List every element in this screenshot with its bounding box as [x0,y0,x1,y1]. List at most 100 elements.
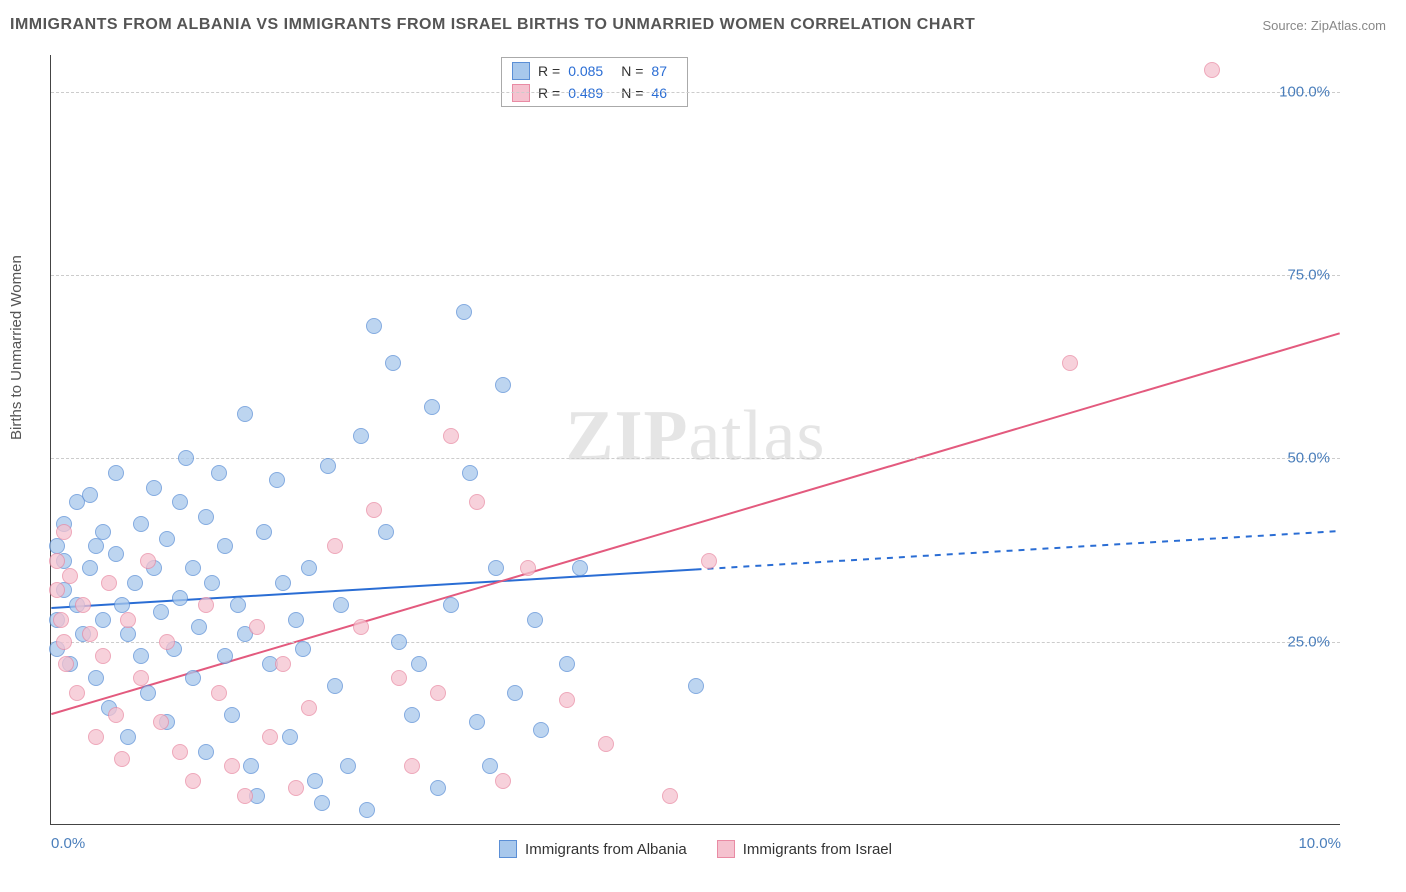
scatter-point [56,634,72,650]
scatter-point [159,634,175,650]
scatter-point [385,355,401,371]
scatter-point [120,626,136,642]
scatter-point [140,685,156,701]
scatter-point [108,465,124,481]
scatter-point [366,502,382,518]
scatter-point [320,458,336,474]
scatter-point [507,685,523,701]
scatter-point [404,707,420,723]
scatter-point [404,758,420,774]
scatter-point [211,465,227,481]
scatter-point [108,707,124,723]
scatter-point [353,619,369,635]
watermark: ZIPatlas [566,394,826,477]
scatter-point [58,656,74,672]
scatter-point [469,714,485,730]
scatter-point [82,560,98,576]
scatter-point [53,612,69,628]
scatter-point [288,780,304,796]
gridline [51,92,1340,93]
scatter-point [49,582,65,598]
source-label: Source: ZipAtlas.com [1262,18,1386,33]
legend-n-value-albania: 87 [651,63,667,79]
scatter-point [114,597,130,613]
legend-row-israel: R = 0.489 N = 46 [502,82,687,104]
legend-item-albania: Immigrants from Albania [499,840,687,858]
scatter-point [1062,355,1078,371]
scatter-point [159,531,175,547]
watermark-light: atlas [689,395,826,475]
scatter-point [443,597,459,613]
scatter-point [662,788,678,804]
scatter-point [366,318,382,334]
scatter-point [172,744,188,760]
scatter-point [430,780,446,796]
scatter-point [301,700,317,716]
trend-line-dashed [696,531,1340,569]
y-tick-label: 50.0% [1287,450,1330,467]
scatter-point [140,553,156,569]
scatter-point [520,560,536,576]
trend-lines [51,55,1340,824]
scatter-point [688,678,704,694]
scatter-point [411,656,427,672]
scatter-point [114,751,130,767]
scatter-point [391,670,407,686]
legend-n-label: N = [621,63,643,79]
scatter-point [101,575,117,591]
scatter-point [249,619,265,635]
scatter-point [185,670,201,686]
swatch-albania [512,62,530,80]
scatter-point [378,524,394,540]
scatter-point [353,428,369,444]
scatter-point [75,597,91,613]
scatter-point [153,604,169,620]
scatter-point [172,494,188,510]
scatter-point [430,685,446,701]
scatter-point [49,553,65,569]
swatch-israel [717,840,735,858]
scatter-point [95,612,111,628]
scatter-point [559,656,575,672]
scatter-point [217,538,233,554]
plot-area: ZIPatlas R = 0.085 N = 87 R = 0.489 N = … [50,55,1340,825]
scatter-point [69,685,85,701]
scatter-point [211,685,227,701]
scatter-point [185,773,201,789]
scatter-point [282,729,298,745]
scatter-point [204,575,220,591]
scatter-point [178,450,194,466]
scatter-point [217,648,233,664]
scatter-point [133,648,149,664]
gridline [51,275,1340,276]
legend-r-value-albania: 0.085 [568,63,603,79]
scatter-point [172,590,188,606]
scatter-point [391,634,407,650]
scatter-point [256,524,272,540]
watermark-bold: ZIP [566,395,689,475]
scatter-point [237,788,253,804]
scatter-point [269,472,285,488]
series-name-israel: Immigrants from Israel [743,841,892,858]
scatter-point [275,575,291,591]
scatter-point [469,494,485,510]
scatter-point [62,568,78,584]
scatter-point [424,399,440,415]
scatter-point [153,714,169,730]
scatter-point [82,487,98,503]
scatter-point [359,802,375,818]
scatter-point [301,560,317,576]
legend-r-label: R = [538,63,560,79]
legend-correlation: R = 0.085 N = 87 R = 0.489 N = 46 [501,57,688,107]
scatter-point [108,546,124,562]
y-axis-label: Births to Unmarried Women [8,255,25,440]
scatter-point [191,619,207,635]
scatter-point [598,736,614,752]
scatter-point [127,575,143,591]
scatter-point [340,758,356,774]
scatter-point [456,304,472,320]
scatter-point [224,758,240,774]
scatter-point [230,597,246,613]
scatter-point [1204,62,1220,78]
scatter-point [495,377,511,393]
